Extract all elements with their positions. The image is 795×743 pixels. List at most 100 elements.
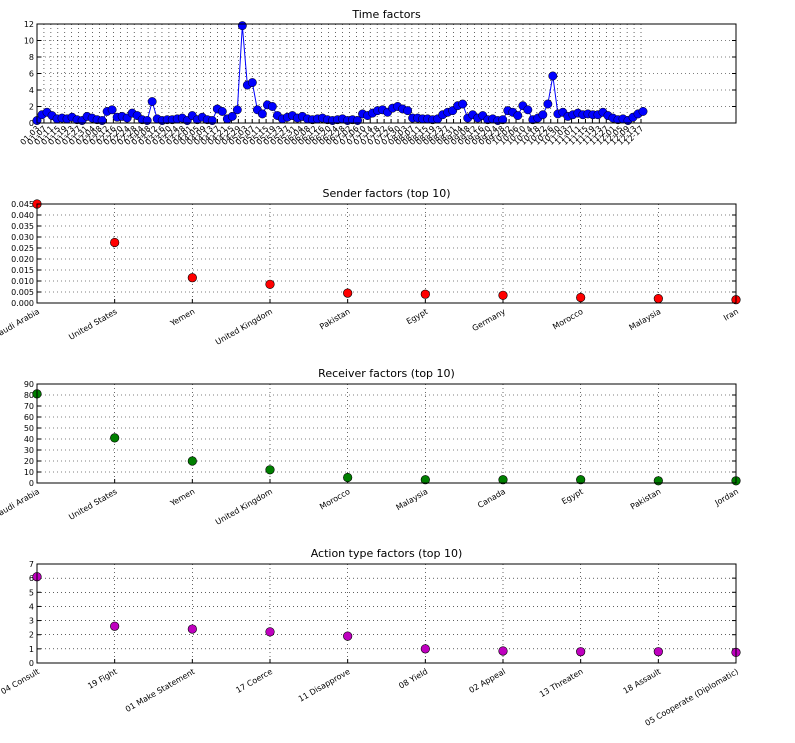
sender-factors-panel: Sender factors (top 10) 0.000 0.005 0.010 0… xyxy=(0,187,741,347)
time-factors-panel: Time factors 02468101201-0301-0701-1101-… xyxy=(19,8,737,147)
panel-1-ytick-label: 0.025 xyxy=(11,244,34,253)
panel-1-xtick-label: Germany xyxy=(471,307,508,333)
panel-3-xtick-label: 19 Fight xyxy=(86,667,118,691)
panel-1-ytick-label: 0.045 xyxy=(11,200,34,209)
panel-0-ytick-label: 2 xyxy=(29,103,34,112)
panel-1-xtick-label: United States xyxy=(67,307,118,342)
panel-2-point xyxy=(498,475,508,485)
panel-0-point xyxy=(107,105,117,115)
panel-2-point xyxy=(576,475,586,485)
panel-3-point xyxy=(653,647,663,657)
panel-3-xtick-label: 18 Assault xyxy=(622,667,663,696)
panel-1-xtick-label: United Kingdom xyxy=(214,307,274,347)
panel-2-xtick-label: United States xyxy=(67,487,118,522)
panel-3-point xyxy=(498,646,508,656)
panel-3-xtick-label: 13 Threaten xyxy=(538,667,585,699)
panel-0-point xyxy=(232,105,242,115)
panel-2-point xyxy=(420,475,430,485)
panel-3-ytick-label: 5 xyxy=(29,588,34,597)
panel-0-frame xyxy=(36,23,737,124)
panel-1-point xyxy=(576,292,586,303)
panel-0-point xyxy=(267,102,277,111)
panel-0-point xyxy=(513,111,523,121)
panel-0-point xyxy=(523,105,533,115)
time-factors-title: Time factors xyxy=(351,8,421,21)
panel-2-xtick-label: Pakistan xyxy=(629,487,663,512)
panel-2-ytick-label: 60 xyxy=(24,413,34,422)
panel-0-point xyxy=(147,97,157,107)
action-type-factors-title: Action type factors (top 10) xyxy=(311,547,463,560)
panel-0-ytick-label: 4 xyxy=(29,86,34,95)
panel-2-ytick-label: 10 xyxy=(24,468,34,477)
panel-0-ytick-label: 8 xyxy=(29,53,34,62)
panel-3-xtick-label: 11 Disapprove xyxy=(297,667,352,704)
panel-2-ytick-label: 70 xyxy=(24,402,34,411)
panel-0-point xyxy=(548,71,558,81)
panel-0-point xyxy=(247,78,257,88)
panel-0-point xyxy=(237,21,247,31)
panel-3-ytick-label: 0 xyxy=(29,659,34,668)
panel-1-xtick-label: Yemen xyxy=(168,307,196,329)
receiver-factors-title: Receiver factors (top 10) xyxy=(318,367,455,380)
sender-factors-title: Sender factors (top 10) xyxy=(322,187,450,200)
panel-1-point xyxy=(110,237,120,248)
panel-3-point xyxy=(187,624,197,634)
panel-1-xtick-label: Saudi Arabia xyxy=(0,307,41,340)
panel-1-point xyxy=(187,273,197,283)
panel-2-ytick-label: 20 xyxy=(24,457,34,466)
panel-1-ytick-label: 0.020 xyxy=(11,255,34,264)
panel-3-point xyxy=(576,647,586,657)
panel-2-xtick-label: Jordan xyxy=(713,487,740,508)
panel-3-xtick-label: 01 Make Statement xyxy=(124,667,196,714)
panel-1-ytick-label: 0.040 xyxy=(11,211,34,220)
panel-3-xtick-label: 04 Consult xyxy=(0,667,41,696)
panel-1-ytick-label: 0.010 xyxy=(11,277,34,286)
panel-2-ytick-label: 30 xyxy=(24,446,34,455)
panel-1-point xyxy=(498,290,508,300)
panel-1-ytick-label: 0.000 xyxy=(11,299,34,308)
panel-3-frame xyxy=(36,563,737,664)
panel-0-ytick-label: 0 xyxy=(29,119,34,128)
panel-3-point xyxy=(110,621,120,631)
panel-1-xtick-label: Egypt xyxy=(405,307,429,326)
panel-0-ytick-label: 6 xyxy=(29,70,34,79)
panel-2-ytick-label: 0 xyxy=(29,479,34,488)
panel-3-point xyxy=(265,627,275,637)
panel-1-ytick-label: 0.035 xyxy=(11,222,34,231)
panel-2-xtick-label: Malaysia xyxy=(395,487,430,512)
panel-2-ytick-label: 50 xyxy=(24,424,34,433)
panel-0-point xyxy=(538,110,548,120)
panel-0-point xyxy=(458,99,468,109)
panel-0-ytick-label: 12 xyxy=(24,20,34,29)
panel-0-point xyxy=(403,106,413,116)
panel-0-point xyxy=(543,99,553,109)
panel-2-xtick-label: Egypt xyxy=(560,487,584,506)
panel-3-ytick-label: 4 xyxy=(29,602,34,611)
panel-3-point xyxy=(420,644,430,654)
panel-0-point xyxy=(257,109,267,119)
panel-0-point xyxy=(227,111,237,121)
panel-2-point xyxy=(265,465,275,475)
panel-1-ytick-label: 0.005 xyxy=(11,288,34,297)
panel-0-point xyxy=(498,115,508,125)
panel-1-xtick-label: Malaysia xyxy=(628,307,663,332)
action-type-factors-panel: Action type factors (top 10) 0 1 2 3 4 5 6 7 04 … xyxy=(0,547,741,728)
panel-0-point xyxy=(638,107,648,116)
panel-1-ytick-label: 0.015 xyxy=(11,266,34,275)
panel-1-point xyxy=(420,289,430,299)
panel-2-point xyxy=(343,472,353,483)
panel-2-frame xyxy=(36,383,737,484)
panel-1-xtick-label: Iran xyxy=(722,307,740,323)
receiver-factors-panel: Receiver factors (top 10) 0 10 20 30 40 50 60 7… xyxy=(0,367,741,527)
panel-2-ytick-label: 40 xyxy=(24,435,34,444)
panel-3-point xyxy=(343,631,353,641)
panel-2-point xyxy=(187,456,197,466)
panel-2-xtick-label: Canada xyxy=(476,487,507,510)
panel-1-frame xyxy=(36,203,737,304)
panel-3-xtick-label: 08 Yield xyxy=(397,667,429,691)
panel-3-ytick-label: 6 xyxy=(29,574,34,583)
panel-2-xtick-label: Morocco xyxy=(318,487,352,512)
panel-1-point xyxy=(265,279,275,289)
panel-2-ytick-label: 80 xyxy=(24,391,34,400)
